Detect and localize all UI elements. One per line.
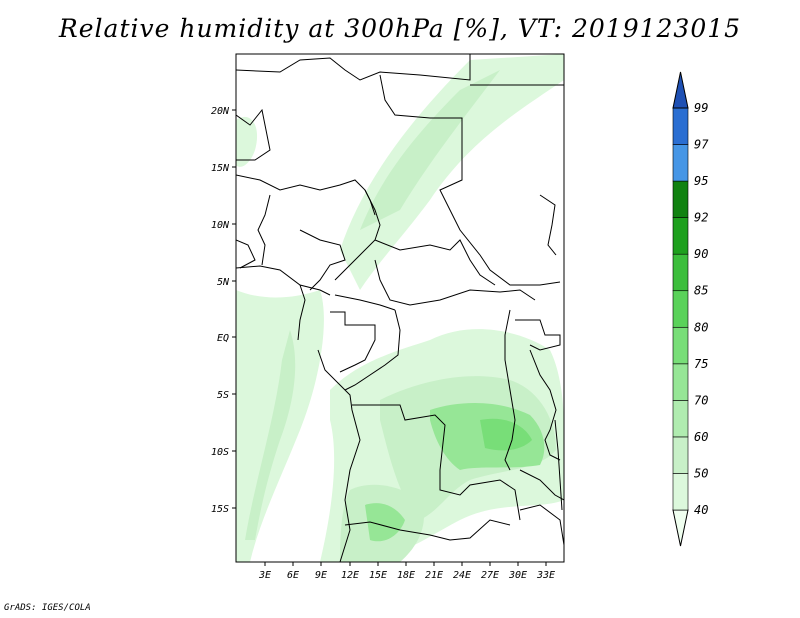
lat-label: 20N — [211, 106, 230, 117]
lat-label: 10N — [211, 220, 230, 231]
lat-label: 10S — [211, 447, 229, 458]
colorbar-label: 50 — [694, 466, 708, 480]
humidity-region-south-core — [365, 503, 405, 542]
colorbar-label: 92 — [694, 211, 708, 225]
colorbar: 40 50 60 70 75 80 85 90 92 95 97 99 — [672, 71, 709, 547]
lon-label: 6E — [287, 570, 299, 581]
boundary-congo-drc — [344, 309, 401, 391]
coast-gulf — [236, 265, 331, 296]
lon-label: 33E — [536, 570, 555, 581]
humidity-region-ne-core — [360, 70, 500, 230]
boundary-angola-drc-zambia — [352, 404, 521, 521]
boundary-west-2 — [236, 239, 256, 269]
colorbar-segment — [672, 217, 689, 255]
coast-island — [297, 284, 306, 341]
lon-label: 21E — [425, 570, 443, 581]
boundary-north — [236, 54, 471, 81]
boundary-chad-sudan — [379, 74, 561, 286]
humidity-region-ne-band — [340, 54, 564, 290]
humidity-region-central-core — [480, 418, 532, 451]
boundary-tanzania — [529, 349, 561, 461]
map-title: Relative humidity at 300hPa [%], VT: 201… — [58, 14, 742, 43]
lat-label: 15N — [211, 163, 230, 174]
boundary-mali-maur — [236, 108, 271, 161]
boundary-namibia — [344, 519, 511, 541]
lat-label: EQ — [217, 333, 229, 344]
boundary-uganda — [515, 319, 561, 351]
humidity-region-west-core — [245, 330, 296, 540]
colorbar-label: 85 — [694, 284, 708, 298]
boundary-west-1 — [257, 194, 271, 266]
colorbar-label: 90 — [694, 247, 708, 261]
lon-label: 27E — [481, 570, 499, 581]
lon-label: 24E — [453, 570, 471, 581]
lon-labels: 3E 6E 9E 12E 15E 18E 21E 24E 27E 30E 33E — [258, 570, 555, 581]
colorbar-segment — [672, 473, 689, 511]
boundary-car-south — [374, 259, 536, 306]
colorbar-segment — [672, 400, 689, 438]
colorbar-label: 80 — [694, 320, 708, 334]
lat-label: 5S — [217, 390, 229, 401]
boundary-car-north — [374, 239, 496, 286]
lon-label: 12E — [341, 570, 359, 581]
colorbar-label: 75 — [694, 357, 708, 371]
colorbar-segment — [672, 180, 689, 218]
boundary-gabon-congo — [330, 311, 376, 373]
boundary-nigeria — [299, 229, 346, 291]
boundaries — [236, 54, 564, 562]
colorbar-label: 70 — [694, 393, 708, 407]
lat-label: 5N — [217, 277, 230, 288]
lon-label: 3E — [258, 570, 271, 581]
boundary-drc-east — [504, 309, 516, 471]
colorbar-segment — [672, 107, 689, 145]
colorbar-label: 95 — [694, 174, 708, 188]
boundary-sahel — [236, 174, 376, 216]
coast-angola — [317, 349, 361, 562]
colorbar-lower-arrow — [672, 509, 689, 547]
lat-label: 15S — [211, 504, 229, 515]
lon-label: 30E — [508, 570, 527, 581]
colorbar-segment — [672, 326, 689, 365]
colorbar-label: 99 — [694, 101, 708, 115]
boundary-malawi — [554, 419, 563, 511]
boundary-cameroon-gabon — [334, 294, 396, 311]
footer-credit: GrADS: IGES/COLA — [4, 603, 91, 613]
lon-label: 15E — [369, 570, 387, 581]
colorbar-segment — [672, 436, 689, 474]
humidity-region-nw-patch — [236, 116, 258, 167]
colorbar-segment — [672, 253, 689, 292]
colorbar-upper-arrow — [672, 71, 689, 109]
boundary-mozambique — [519, 469, 564, 501]
colorbar-label: 40 — [694, 503, 708, 517]
lat-labels: 20N 15N 10N 5N EQ 5S 10S 15S — [211, 106, 230, 515]
colorbar-segment — [672, 290, 689, 328]
humidity-field — [236, 54, 564, 562]
colorbar-segment — [672, 144, 689, 182]
lon-label: 9E — [315, 570, 327, 581]
colorbar-segment — [672, 363, 689, 401]
boundary-ethiopia — [539, 194, 557, 256]
lon-label: 18E — [397, 570, 415, 581]
colorbar-label: 97 — [694, 138, 709, 152]
boundary-zimbabwe — [519, 504, 564, 546]
lat-ticks — [232, 109, 236, 509]
colorbar-label: 60 — [694, 430, 708, 444]
lon-ticks — [264, 562, 547, 566]
map-frame — [235, 53, 565, 563]
